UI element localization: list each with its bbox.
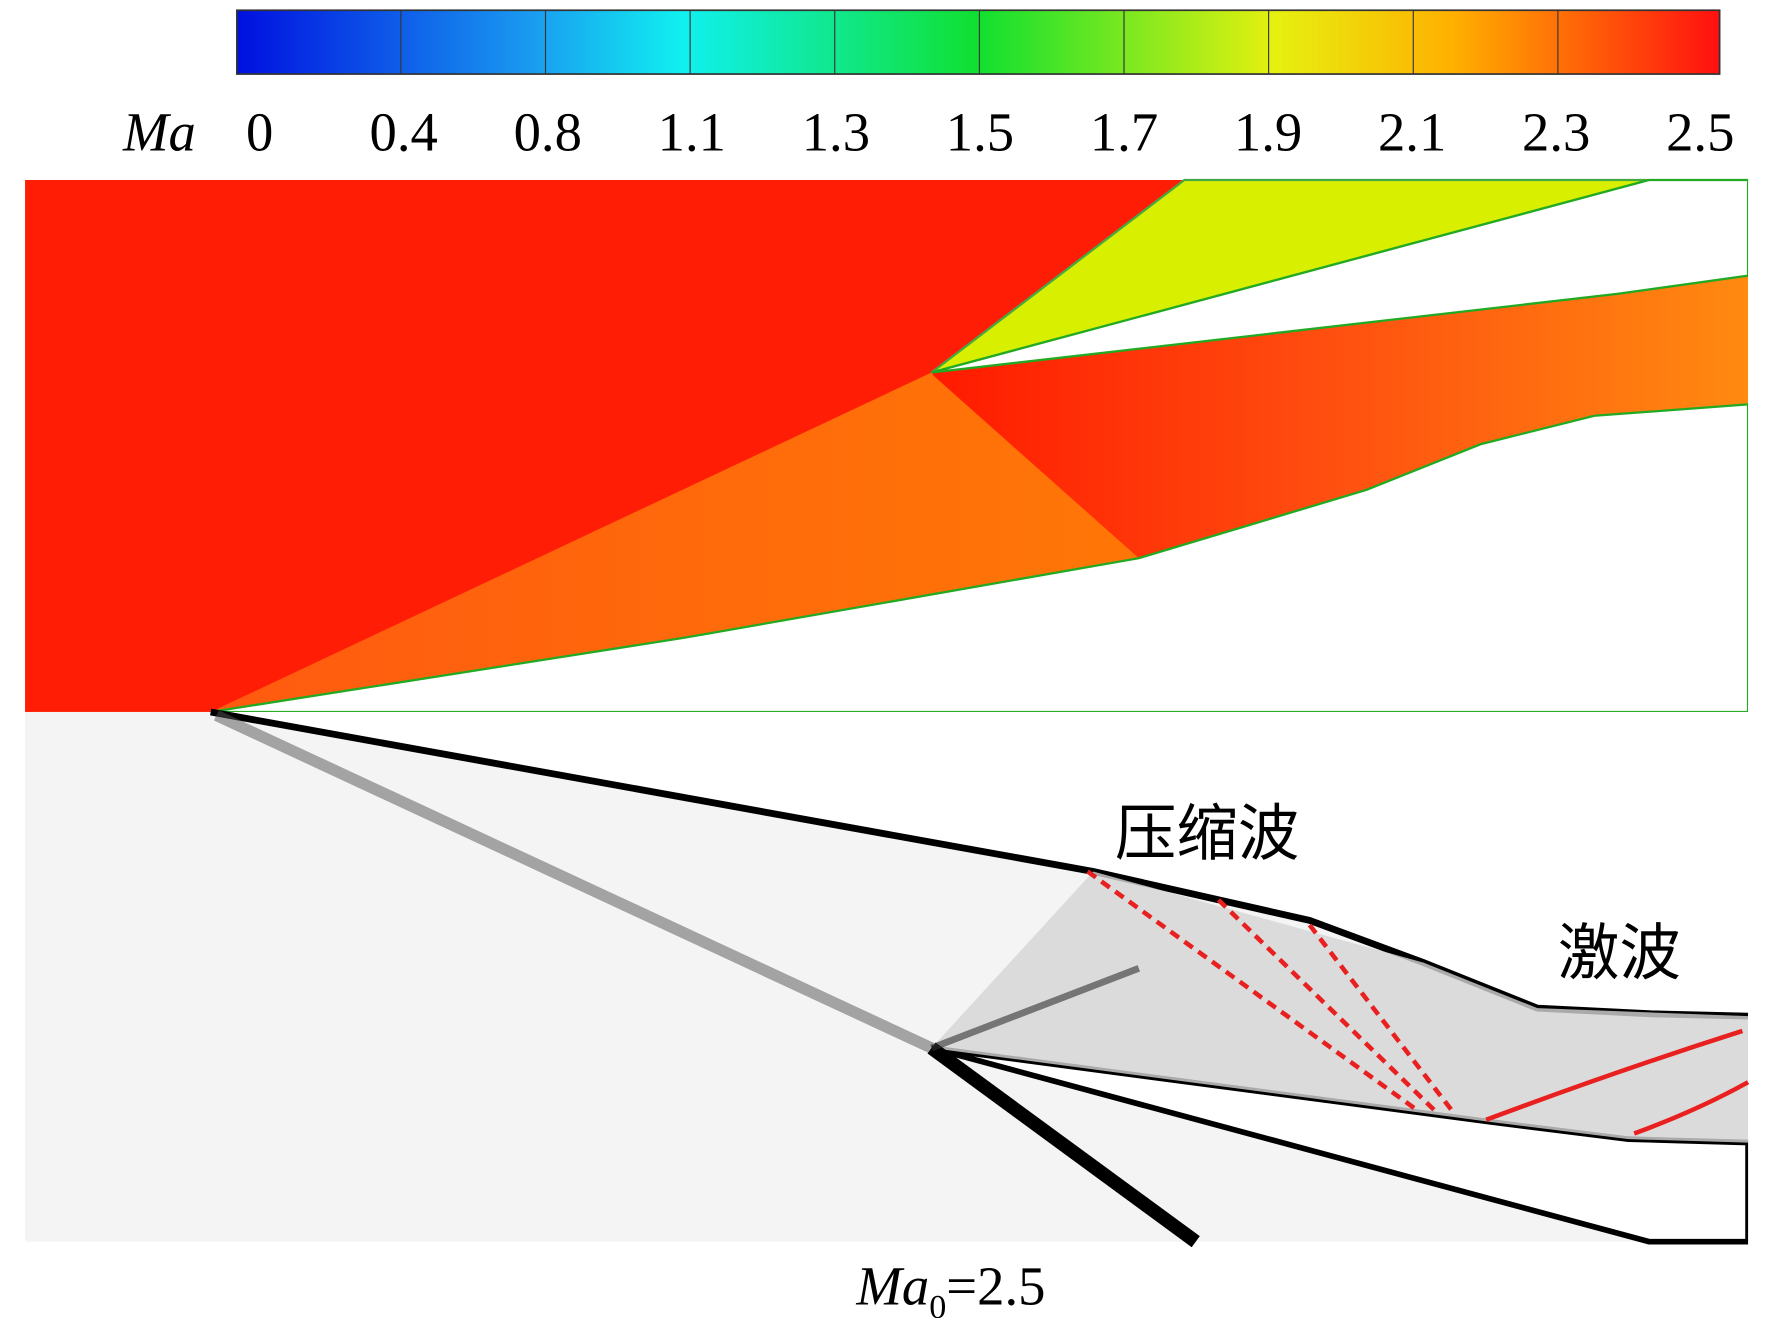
colorbar bbox=[236, 9, 1721, 75]
colorbar-tick-label: 2.3 bbox=[1522, 101, 1590, 162]
colorbar-ticks: 0 0.4 0.8 1.1 1.3 1.5 1.7 1.9 2.1 2.3 2.5 bbox=[246, 101, 1734, 162]
colorbar-tick-label: 0.4 bbox=[370, 101, 438, 162]
colorbar-tick-label: 1.7 bbox=[1090, 101, 1158, 162]
schlieren bbox=[25, 706, 1772, 1254]
caption-subscript: 0 bbox=[929, 1289, 946, 1318]
colorbar-dividers bbox=[400, 10, 1559, 75]
caption: Ma0=2.5 bbox=[855, 1255, 1045, 1318]
colorbar-label: Ma bbox=[122, 101, 196, 162]
colorbar-tick-label: 0 bbox=[246, 101, 273, 162]
colorbar-tick-label: 1.5 bbox=[946, 101, 1014, 162]
colorbar-tick-label: 2.5 bbox=[1666, 101, 1734, 162]
annotation: 压缩波 bbox=[1115, 800, 1299, 868]
colorbar-tick-label: 1.9 bbox=[1234, 101, 1302, 162]
caption-value: =2.5 bbox=[946, 1255, 1045, 1316]
colorbar-tick-label: 1.3 bbox=[802, 101, 870, 162]
colorbar-tick-label: 1.1 bbox=[658, 101, 726, 162]
wave-lines bbox=[1086, 869, 1750, 1136]
colorbar-tick-label: 0.8 bbox=[514, 101, 582, 162]
colorbar-tick-label: 2.1 bbox=[1378, 101, 1446, 162]
annotation: 激波 bbox=[1558, 920, 1681, 988]
caption-symbol: Ma bbox=[855, 1255, 929, 1316]
mach-contour bbox=[25, 170, 1772, 718]
